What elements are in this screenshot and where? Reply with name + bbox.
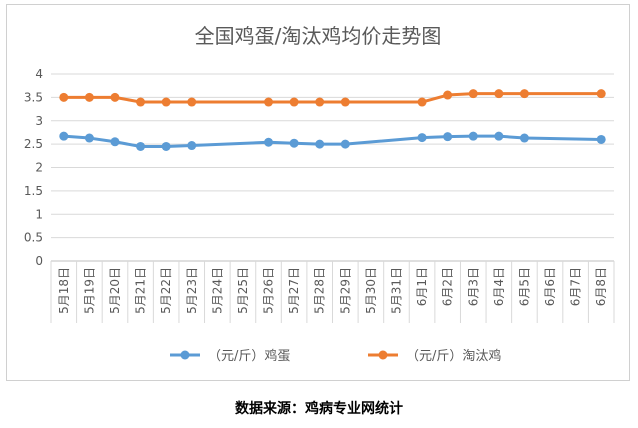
data-point [264,137,274,147]
data-point [110,92,120,102]
data-point [494,131,504,141]
data-point [596,134,606,144]
data-point [519,89,529,99]
y-tick-label: 1 [35,207,43,221]
data-point [136,97,146,107]
data-point [136,141,146,151]
data-point [84,133,94,143]
data-point [289,138,299,148]
data-point [443,132,453,142]
data-point [443,90,453,100]
data-point [596,89,606,99]
x-tick-label: 5月18日 [57,267,71,314]
series-layer [59,89,606,151]
x-tick-label: 6月3日 [466,267,480,306]
x-tick-label: 5月29日 [338,267,352,314]
data-point [468,131,478,141]
legend-label: （元/斤）淘汰鸡 [406,348,501,364]
x-tick-label: 5月19日 [82,267,96,314]
data-point [59,92,69,102]
chart-title: 全国鸡蛋/淘汰鸡均价走势图 [195,24,442,48]
y-tick-label: 0 [35,254,43,268]
line-chart: 全国鸡蛋/淘汰鸡均价走势图 00.511.522.533.54 5月18日 5月1… [24,24,615,364]
data-point [161,141,171,151]
series-line-1 [62,92,603,104]
y-tick-label: 4 [35,67,43,81]
data-point [417,133,427,143]
series-line-0 [62,134,603,148]
data-point [315,139,325,149]
data-point [84,92,94,102]
source-note: 数据来源：鸡病专业网统计 [235,401,403,417]
data-point [340,97,350,107]
data-point [417,97,427,107]
x-tick-label: 5月26日 [262,267,276,314]
legend-label: （元/斤）鸡蛋 [208,348,290,364]
x-tick-label: 5月31日 [389,267,403,314]
x-tick-label: 6月6日 [543,267,557,306]
x-tick-label: 6月2日 [441,267,455,306]
chart-frame: 全国鸡蛋/淘汰鸡均价走势图 0 0.5 1 1.5 2 2.5 3 3.5 4 5月18日 5月1… [6,4,630,381]
x-tick-label: 6月4日 [492,267,506,306]
x-axis-ticks: 5月18日 5月19日 5月20日 5月21日 5月22日 5月23日 5月24日 5月25日… [50,261,615,323]
x-tick-label: 5月30日 [364,267,378,314]
data-point [161,97,171,107]
x-tick-label: 5月28日 [313,267,327,314]
x-tick-label: 5月20日 [108,267,122,314]
legend-swatch-marker [378,350,388,360]
x-tick-label: 6月1日 [415,267,429,306]
legend-swatch-marker [180,350,190,360]
data-point [519,133,529,143]
x-tick-label: 5月21日 [134,267,148,314]
x-tick-label: 5月24日 [210,267,224,314]
y-axis-ticks: 0 0.5 1 1.5 2 2.5 3 3.5 4 [24,67,43,268]
x-tick-label: 5月22日 [159,267,173,314]
x-tick-label: 6月5日 [517,267,531,306]
data-point [340,139,350,149]
y-tick-label: 1.5 [24,184,43,198]
data-point [187,141,197,151]
x-tick-label: 5月25日 [236,267,250,314]
x-tick-label: 6月8日 [594,267,608,306]
y-tick-label: 2 [35,161,43,175]
x-tick-label: 6月7日 [569,267,583,306]
data-point [59,131,69,141]
y-tick-label: 3 [35,114,43,128]
x-tick-label: 5月23日 [185,267,199,314]
data-point [187,97,197,107]
data-point [110,137,120,147]
x-tick-label: 5月27日 [287,267,301,314]
data-point [315,97,325,107]
y-tick-label: 2.5 [24,137,43,151]
legend: （元/斤）鸡蛋 （元/斤）淘汰鸡 [170,348,501,364]
data-point [289,97,299,107]
data-point [494,89,504,99]
data-point [264,97,274,107]
y-tick-label: 0.5 [24,231,43,245]
y-tick-label: 3.5 [24,90,43,104]
data-point [468,89,478,99]
